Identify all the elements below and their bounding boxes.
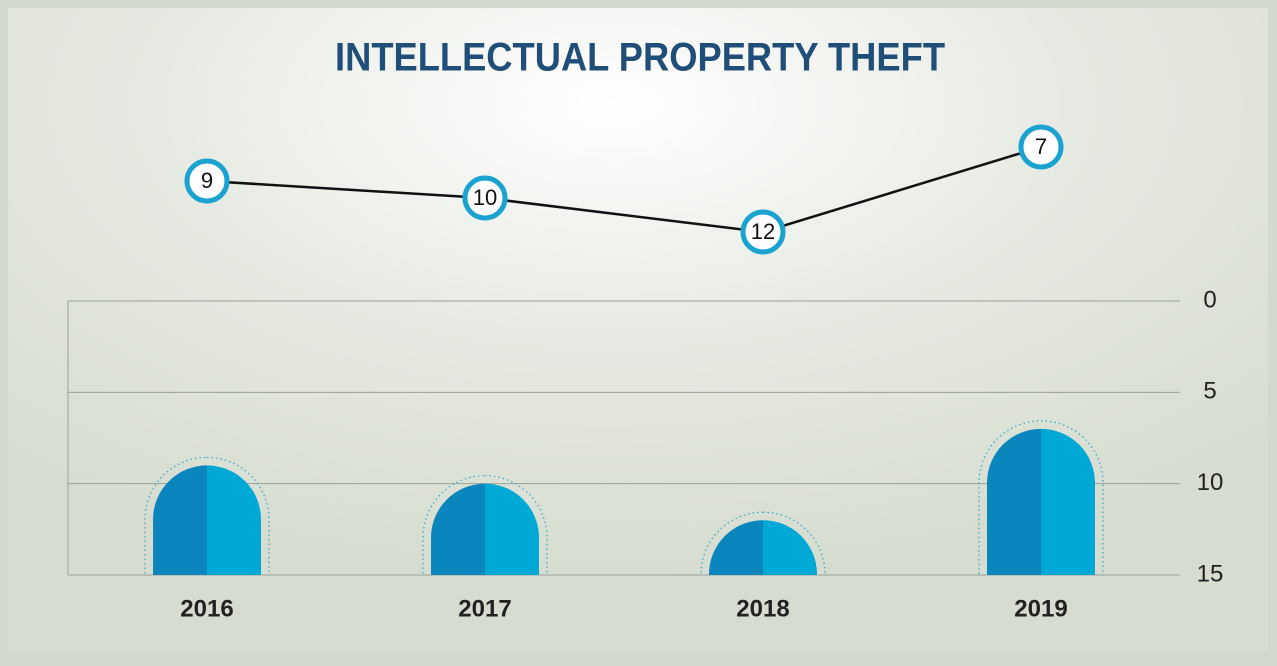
bar [153,465,261,575]
x-tick-label: 2016 [180,595,233,622]
data-label: 12 [751,219,775,244]
bar-outline [422,475,548,575]
bars [144,420,1104,575]
data-label: 7 [1035,134,1047,159]
data-label: 9 [201,168,213,193]
bar-outline [700,511,826,575]
bar [709,520,817,575]
bar [987,428,1095,575]
y-tick-label: 5 [1203,378,1216,405]
bar-outline [978,420,1104,575]
data-label: 10 [473,185,497,210]
x-tick-label: 2019 [1014,595,1067,622]
y-tick-label: 15 [1197,560,1224,587]
x-tick-label: 2018 [736,595,789,622]
point-marker [184,158,230,204]
point-marker [1018,124,1064,170]
chart-title: INTELLECTUAL PROPERTY THEFT [335,36,945,80]
bar [431,483,539,575]
point-marker [740,209,786,255]
y-tick-label: 10 [1197,469,1224,496]
y-tick-label: 0 [1203,286,1216,313]
bar-outline [144,456,270,575]
trend-line [206,145,1042,234]
x-tick-label: 2017 [458,595,511,622]
point-marker [462,175,508,221]
